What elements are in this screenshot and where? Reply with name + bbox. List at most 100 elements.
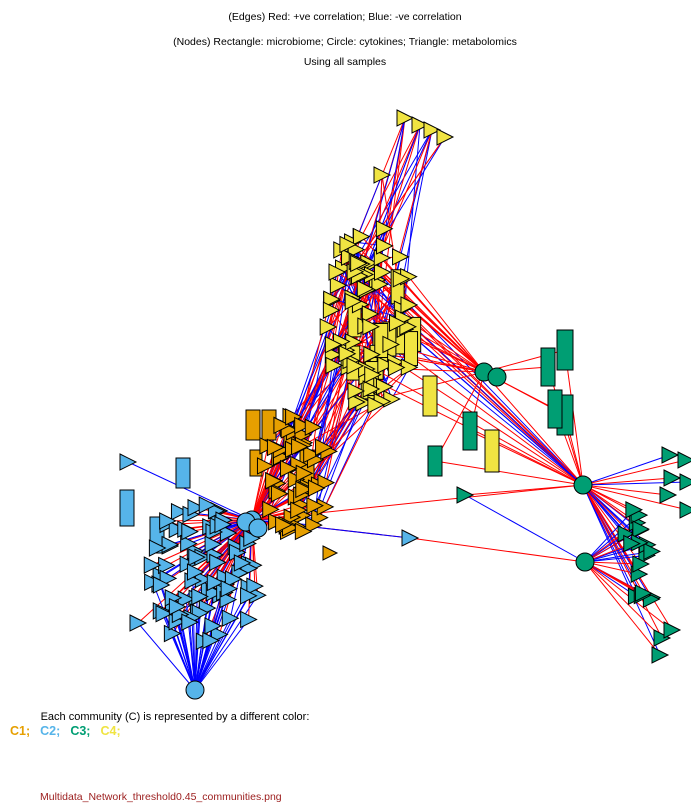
metabolite-node <box>661 446 680 464</box>
legend-entry: C2; <box>40 724 60 738</box>
metabolite-node <box>180 534 198 553</box>
metabolite-node <box>375 219 394 238</box>
microbiome-node <box>427 445 443 477</box>
edge <box>194 595 250 691</box>
metabolite-node <box>181 522 199 541</box>
metabolite-node <box>322 301 341 319</box>
edge <box>582 484 663 639</box>
metabolite-node <box>279 459 298 478</box>
metabolite-node <box>285 408 303 426</box>
metabolite-node <box>375 377 394 396</box>
edge <box>152 519 253 566</box>
metabolite-node <box>350 254 368 273</box>
metabolite-node <box>322 545 339 561</box>
edge <box>584 561 637 597</box>
metabolite-node <box>348 393 366 411</box>
metabolite-node <box>651 646 670 664</box>
header-line: (Nodes) Rectangle: microbiome; Circle: c… <box>173 36 517 48</box>
metabolite-node <box>356 279 375 298</box>
metabolite-node <box>319 318 338 336</box>
metabolite-node <box>361 305 380 323</box>
edge <box>582 484 689 511</box>
metabolite-node <box>387 358 406 377</box>
metabolite-node <box>344 292 363 311</box>
metabolite-node <box>389 314 407 332</box>
metabolite-node <box>363 345 381 364</box>
metabolite-node <box>663 469 682 487</box>
metabolite-node <box>275 516 293 534</box>
metabolite-node <box>129 614 148 632</box>
metabolite-node <box>294 416 312 435</box>
metabolite-node <box>214 515 233 534</box>
metabolite-node <box>295 480 313 499</box>
metabolite-node <box>347 382 366 400</box>
edge <box>582 484 669 496</box>
cytokine-node <box>573 475 593 495</box>
metabolite-node <box>373 249 392 267</box>
metabolite-node <box>677 451 691 469</box>
metabolite-node <box>392 269 411 288</box>
metabolite-node <box>152 576 171 594</box>
metabolite-node <box>377 356 395 374</box>
edge <box>408 276 485 373</box>
nodes <box>119 109 691 700</box>
edges <box>127 117 689 691</box>
file-name: Multidata_Network_threshold0.45_communit… <box>40 791 282 803</box>
legend-entry: C1; <box>10 724 30 738</box>
microbiome-node <box>404 331 419 367</box>
edge <box>584 561 661 656</box>
metabolite-node <box>623 534 641 553</box>
metabolite-node <box>364 365 382 384</box>
metabolite-node <box>240 610 258 629</box>
metabolite-node <box>352 227 371 246</box>
edge <box>584 509 635 563</box>
metabolite-node <box>209 553 227 572</box>
cytokine-node <box>185 680 205 700</box>
metabolite-node <box>396 109 415 127</box>
edge <box>582 477 673 486</box>
metabolite-node <box>119 453 138 471</box>
metabolite-node <box>270 484 289 503</box>
metabolite-node <box>436 128 455 146</box>
metabolite-node <box>323 290 341 308</box>
metabolite-node <box>159 512 177 530</box>
metabolite-node <box>306 496 324 515</box>
cytokine-node <box>248 518 268 538</box>
metabolite-node <box>324 335 343 354</box>
edge <box>360 124 421 237</box>
metabolite-node <box>362 380 381 398</box>
microbiome-node <box>422 375 438 417</box>
metabolite-node <box>305 516 323 534</box>
metabolite-node <box>221 609 240 628</box>
metabolite-node <box>204 535 223 554</box>
edge <box>359 136 446 277</box>
metabolite-node <box>304 418 323 437</box>
edge <box>464 494 586 563</box>
metabolite-node <box>233 554 252 572</box>
metabolite-node <box>367 396 385 414</box>
metabolite-node <box>191 587 209 606</box>
edge <box>127 461 253 521</box>
edge <box>397 322 584 486</box>
microbiome-node <box>484 429 500 473</box>
legend-entry: C3; <box>70 724 90 738</box>
metabolite-node <box>329 276 348 295</box>
microbiome-node <box>175 457 191 489</box>
metabolite-node <box>411 116 430 134</box>
header-line: (Edges) Red: +ve correlation; Blue: -ve … <box>228 11 461 23</box>
edge <box>584 561 644 594</box>
metabolite-node <box>663 621 682 639</box>
edge <box>356 136 446 262</box>
metabolite-node <box>400 296 419 314</box>
metabolite-node <box>187 498 206 517</box>
metabolite-node <box>315 438 333 457</box>
legend-caption: Each community (C) is represented by a d… <box>41 711 310 723</box>
metabolite-node <box>265 471 283 490</box>
edge <box>434 460 584 486</box>
edge <box>137 622 196 691</box>
edge <box>584 554 647 563</box>
metabolite-node <box>202 631 220 650</box>
